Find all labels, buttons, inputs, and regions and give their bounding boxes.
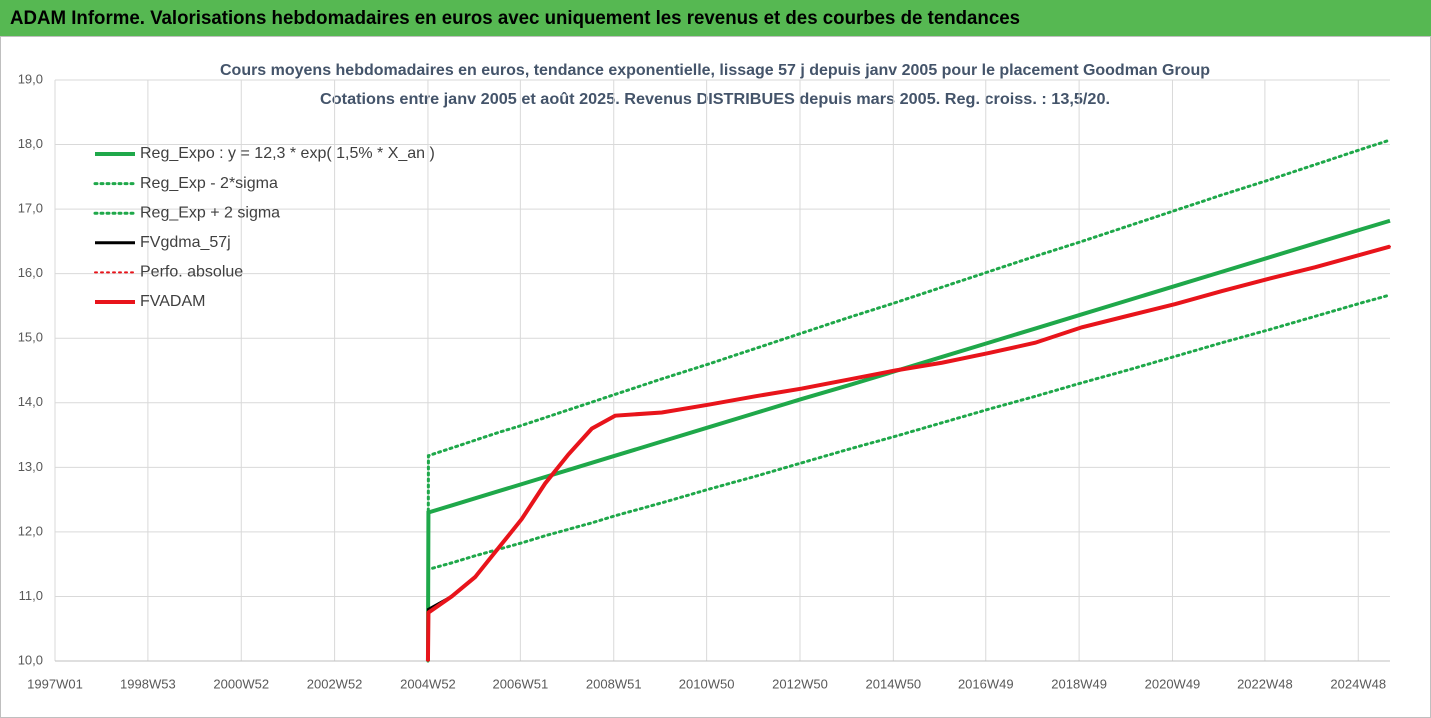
y-tick-label: 15,0 — [18, 330, 43, 345]
x-tick-label: 2024W48 — [1330, 676, 1386, 691]
y-tick-label: 14,0 — [18, 394, 43, 409]
y-tick-label: 10,0 — [18, 652, 43, 667]
series-line — [426, 245, 1391, 662]
series-line — [426, 293, 1392, 663]
chart-subtitle: Cotations entre janv 2005 et août 2025. … — [320, 91, 1110, 108]
legend-label: Perfo. absolue — [140, 264, 243, 281]
y-tick-label: 17,0 — [18, 201, 43, 216]
series-line — [425, 218, 1391, 662]
y-tick-label: 11,0 — [19, 588, 43, 603]
series-line — [425, 244, 1391, 662]
y-tick-label: 13,0 — [18, 459, 43, 474]
series-line — [426, 245, 1391, 662]
header-title: ADAM Informe. Valorisations hebdomadaire… — [10, 8, 1020, 29]
y-tick-label: 12,0 — [18, 523, 43, 538]
x-tick-label: 2016W49 — [958, 676, 1014, 691]
x-tick-label: 2010W50 — [679, 676, 735, 691]
y-tick-label: 16,0 — [18, 265, 43, 280]
x-tick-label: 1998W53 — [120, 676, 176, 691]
legend-label: FVgdma_57j — [140, 234, 231, 251]
x-tick-label: 2012W50 — [772, 676, 828, 691]
x-tick-label: 2020W49 — [1145, 676, 1201, 691]
chart-title: Cours moyens hebdomadaires en euros, ten… — [220, 62, 1210, 79]
x-tick-label: 2004W52 — [400, 676, 456, 691]
x-tick-label: 2008W51 — [586, 676, 642, 691]
legend-label: FVADAM — [140, 293, 205, 310]
x-tick-label: 2022W48 — [1237, 676, 1293, 691]
x-tick-label: 2018W49 — [1051, 676, 1107, 691]
y-tick-label: 19,0 — [18, 71, 43, 86]
chart-border — [0, 36, 1431, 718]
y-tick-label: 18,0 — [18, 136, 43, 151]
header-bar — [0, 0, 1431, 36]
x-tick-label: 1997W01 — [27, 676, 83, 691]
x-tick-label: 2000W52 — [213, 676, 269, 691]
legend-label: Reg_Exp + 2 sigma — [140, 204, 280, 221]
series-line — [426, 138, 1392, 663]
x-tick-label: 2014W50 — [866, 676, 922, 691]
x-tick-label: 2002W52 — [307, 676, 363, 691]
x-tick-label: 2006W51 — [493, 676, 549, 691]
legend-label: Reg_Expo : y = 12,3 * exp( 1,5% * X_an ) — [140, 145, 435, 162]
legend-label: Reg_Exp - 2*sigma — [140, 175, 278, 192]
